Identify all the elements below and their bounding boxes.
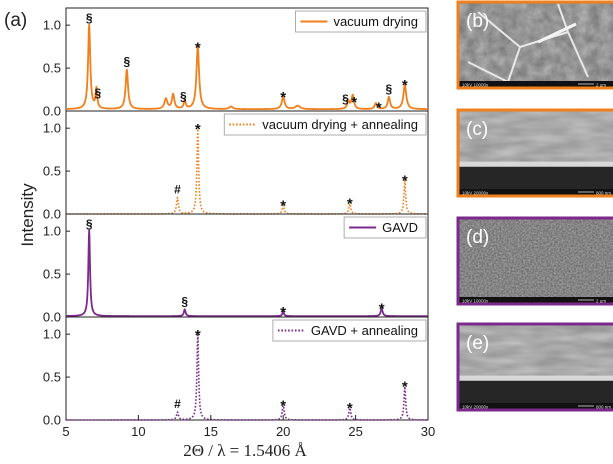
sem-panel-label: (c): [466, 119, 488, 140]
x-axis-label: 2Θ / λ = 1.5406 Å: [183, 441, 307, 460]
sem-panel: 10kV 10000x 2 µm (b): [456, 0, 613, 90]
scale-bar-label: 800 nm: [596, 405, 611, 410]
figure-label: (a): [4, 10, 27, 31]
peak-annotation: *: [376, 100, 382, 117]
legend-box: [223, 113, 427, 136]
y-tick-label: 1.0: [43, 327, 61, 342]
peak-annotation: §: [181, 294, 188, 308]
sem-frame: [456, 216, 613, 306]
peak-annotation: §: [123, 55, 130, 69]
x-tick-label: 30: [421, 424, 435, 439]
sem-frame: [456, 0, 613, 90]
panel-1: 0.0 0.5 1.0 # * * * * vacuum drying + annealing: [43, 110, 429, 222]
x-tick-label: 25: [348, 424, 362, 439]
series-line: [65, 128, 429, 215]
series-line: [65, 23, 429, 111]
sem-frame: [456, 108, 613, 198]
y-tick-label: 1.0: [43, 224, 61, 239]
y-tick-label: 0.5: [43, 164, 61, 179]
y-tick-label: 0.5: [43, 267, 61, 282]
peak-annotation: *: [351, 94, 357, 111]
peak-annotation: §: [95, 86, 102, 100]
panel-2: 0.0 0.5 1.0 § § * * GAVD: [43, 213, 429, 325]
sem-info-bar: [458, 403, 613, 410]
y-tick-label: 0.5: [43, 61, 61, 76]
peak-annotation: *: [402, 77, 408, 94]
legend: vacuum drying + annealing: [223, 113, 427, 136]
y-tick-label: 1.0: [43, 121, 61, 136]
peak-annotation: *: [402, 173, 408, 190]
legend-label: GAVD: [382, 220, 418, 235]
peak-annotation: #: [174, 397, 181, 411]
y-axis-label: Intensity: [18, 183, 37, 247]
sem-images: 10kV 10000x 2 µm(b)10kV 20000x 800 nm(c)10…: [456, 0, 613, 412]
x-tick-label: 15: [204, 424, 218, 439]
scale-bar-label: 2 µm: [596, 83, 606, 88]
peak-annotation: *: [402, 379, 408, 396]
sem-panel: 10kV 20000x 800 nm (e): [456, 322, 613, 412]
peak-annotation: §: [180, 90, 187, 104]
sem-info-text: 10kV 10000x: [462, 299, 489, 304]
sem-image: 10kV 20000x 800 nm: [458, 110, 613, 196]
sem-image: 10kV 10000x 2 µm: [458, 218, 613, 304]
sem-info-text: 10kV 10000x: [462, 83, 489, 88]
legend-label: vacuum drying + annealing: [262, 117, 418, 132]
sem-panel-label: (e): [466, 333, 489, 354]
y-tick-label: 0.5: [43, 370, 61, 385]
legend: GAVD: [343, 216, 427, 239]
sem-panel-label: (b): [466, 11, 489, 32]
legend: vacuum drying: [295, 10, 427, 33]
peak-annotation: *: [347, 400, 353, 417]
sem-info-bar: [458, 189, 613, 196]
legend-box: [295, 10, 427, 33]
legend-label: GAVD + annealing: [311, 323, 418, 338]
peak-annotation: §: [342, 92, 349, 106]
panel-0: 0.00.51.0 §§§§** § * *§ *vacuum drying: [43, 10, 429, 119]
legend-box: [272, 319, 427, 342]
scale-bar-label: 2 µm: [596, 299, 606, 304]
sem-image: 10kV 10000x 2 µm: [458, 2, 613, 88]
y-tick-label: 0.0: [43, 413, 61, 428]
peak-annotation: §: [386, 82, 393, 96]
sem-panel: 10kV 10000x 2 µm (d): [456, 216, 613, 306]
y-tick-label: 1.0: [43, 18, 61, 33]
peak-annotation: *: [195, 39, 201, 56]
sem-info-text: 10kV 20000x: [462, 405, 489, 410]
peak-annotation: #: [174, 182, 181, 196]
sem-info-bar: [458, 297, 613, 304]
sem-frame: [456, 322, 613, 412]
peak-annotation: *: [280, 197, 286, 214]
y-tick-label: 0.0: [43, 207, 61, 222]
peak-annotation: *: [379, 300, 385, 317]
peak-annotation: *: [280, 397, 286, 414]
y-tick-label: 0.0: [43, 104, 61, 119]
sem-panel-label: (d): [466, 227, 489, 248]
series-line: [65, 334, 429, 421]
sem-info-text: 10kV 20000x: [462, 191, 489, 196]
x-tick-label: 20: [276, 424, 290, 439]
sem-panel: 10kV 20000x 800 nm (c): [456, 108, 613, 198]
x-tick-label: 5: [62, 424, 69, 439]
scale-bar-label: 800 nm: [596, 191, 611, 196]
y-tick-label: 0.0: [43, 310, 61, 325]
peak-annotation: *: [347, 196, 353, 213]
peak-annotation: *: [195, 121, 201, 138]
xrd-chart: 0.00.51.0 §§§§** § * *§ *vacuum drying0.00.51…: [43, 7, 435, 439]
peak-annotation: §: [86, 11, 93, 25]
legend: GAVD + annealing: [272, 319, 427, 342]
peak-annotation: §: [86, 217, 93, 231]
sem-info-bar: [458, 81, 613, 88]
peak-annotation: *: [195, 327, 201, 344]
x-tick-label: 10: [131, 424, 145, 439]
peak-annotation: *: [280, 89, 286, 106]
legend-box: [343, 216, 427, 239]
peak-annotation: *: [280, 304, 286, 321]
sem-image: 10kV 20000x 800 nm: [458, 324, 613, 410]
legend-label: vacuum drying: [333, 14, 418, 29]
panel-3: 0.0 0.5 1.0 # * * * * GAVD + annealing: [43, 316, 429, 428]
series-line: [65, 229, 429, 318]
